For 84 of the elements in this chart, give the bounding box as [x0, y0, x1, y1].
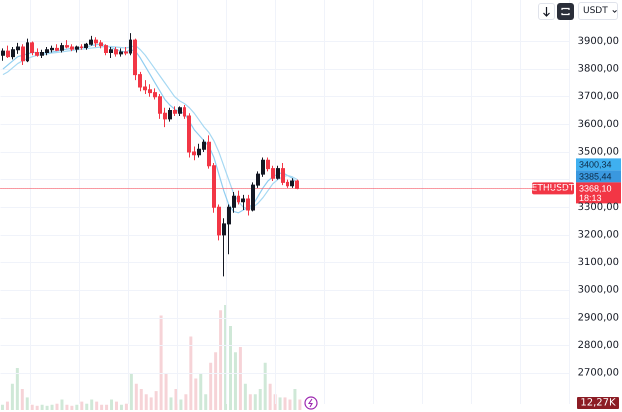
bar	[50, 404, 54, 410]
bar	[80, 402, 84, 410]
y-tick-label: 3500,00	[578, 146, 620, 158]
candlestick	[109, 46, 113, 59]
bar	[219, 310, 222, 410]
candlestick	[276, 165, 280, 180]
bar	[248, 394, 252, 410]
bar	[10, 384, 14, 410]
bar	[105, 404, 108, 410]
y-tick-label: 3800,00	[578, 64, 620, 75]
candlestick	[178, 106, 182, 117]
candlestick	[55, 44, 59, 52]
y-tick-label: 3000,00	[578, 284, 620, 296]
bar	[179, 400, 182, 410]
bar	[209, 362, 212, 410]
bar	[160, 316, 163, 410]
bar	[264, 362, 267, 410]
bar	[40, 404, 44, 410]
bar	[20, 389, 24, 410]
bar	[56, 404, 59, 410]
text: 18:13	[579, 192, 602, 203]
bar	[95, 402, 98, 410]
y-tick-label: 2900,00	[578, 312, 620, 324]
bar	[278, 397, 282, 410]
y-tick-label: 3100,00	[578, 257, 620, 268]
bar	[114, 402, 118, 410]
candlestick	[281, 162, 285, 186]
candlestick	[173, 106, 177, 117]
bar	[293, 389, 296, 410]
bar	[228, 326, 232, 410]
candlestick	[60, 42, 64, 54]
bar	[26, 397, 29, 410]
bar	[124, 404, 128, 410]
candlestick	[75, 45, 79, 54]
text: 3368,10	[579, 183, 612, 194]
bar	[130, 373, 133, 410]
bar	[164, 373, 168, 410]
y-tick-label: 3700,00	[578, 91, 620, 102]
candlestick	[119, 48, 123, 58]
text: USDT	[583, 6, 608, 16]
bar	[16, 368, 19, 410]
bar	[46, 406, 49, 410]
bar	[288, 400, 292, 410]
y-tick-label: 2700,00	[578, 368, 620, 379]
text: 3400,34	[579, 159, 612, 170]
candlestick	[241, 194, 245, 211]
candlestick	[124, 46, 128, 56]
bar	[184, 394, 188, 410]
candlestick	[129, 32, 132, 56]
candlestick	[26, 38, 29, 63]
bar	[298, 400, 302, 410]
bar	[234, 352, 237, 410]
y-tick-label: 3900,00	[578, 36, 620, 47]
candlestick	[168, 107, 172, 122]
text: 3385,44	[579, 171, 612, 182]
y-tick-label: 3300,00	[578, 202, 620, 213]
bar	[189, 336, 192, 410]
bar	[154, 391, 158, 410]
y-tick-label: 3200,00	[578, 229, 620, 240]
bar	[60, 400, 64, 410]
candlestick	[21, 44, 25, 66]
candlestick	[6, 45, 10, 59]
bar	[284, 397, 287, 410]
bar	[244, 384, 247, 410]
candlestick	[1, 48, 5, 62]
ref-line-label: ETHUSDT	[532, 183, 575, 194]
bar	[110, 400, 114, 410]
y-tick-label: 3600,00	[578, 118, 620, 130]
candlestick	[290, 178, 294, 188]
bar	[65, 404, 68, 410]
y-tick-label: 2800,00	[578, 340, 620, 351]
text: 12,27K	[580, 398, 616, 408]
bar	[6, 402, 9, 410]
candlestick	[80, 44, 83, 50]
bar	[70, 406, 74, 410]
bar	[238, 347, 242, 410]
bar	[0, 404, 4, 410]
bar	[75, 404, 78, 410]
bar	[120, 404, 123, 410]
bar	[90, 400, 94, 410]
bar	[170, 397, 173, 410]
candlestick	[246, 194, 250, 216]
candlestick	[114, 46, 118, 58]
bar	[268, 384, 272, 410]
